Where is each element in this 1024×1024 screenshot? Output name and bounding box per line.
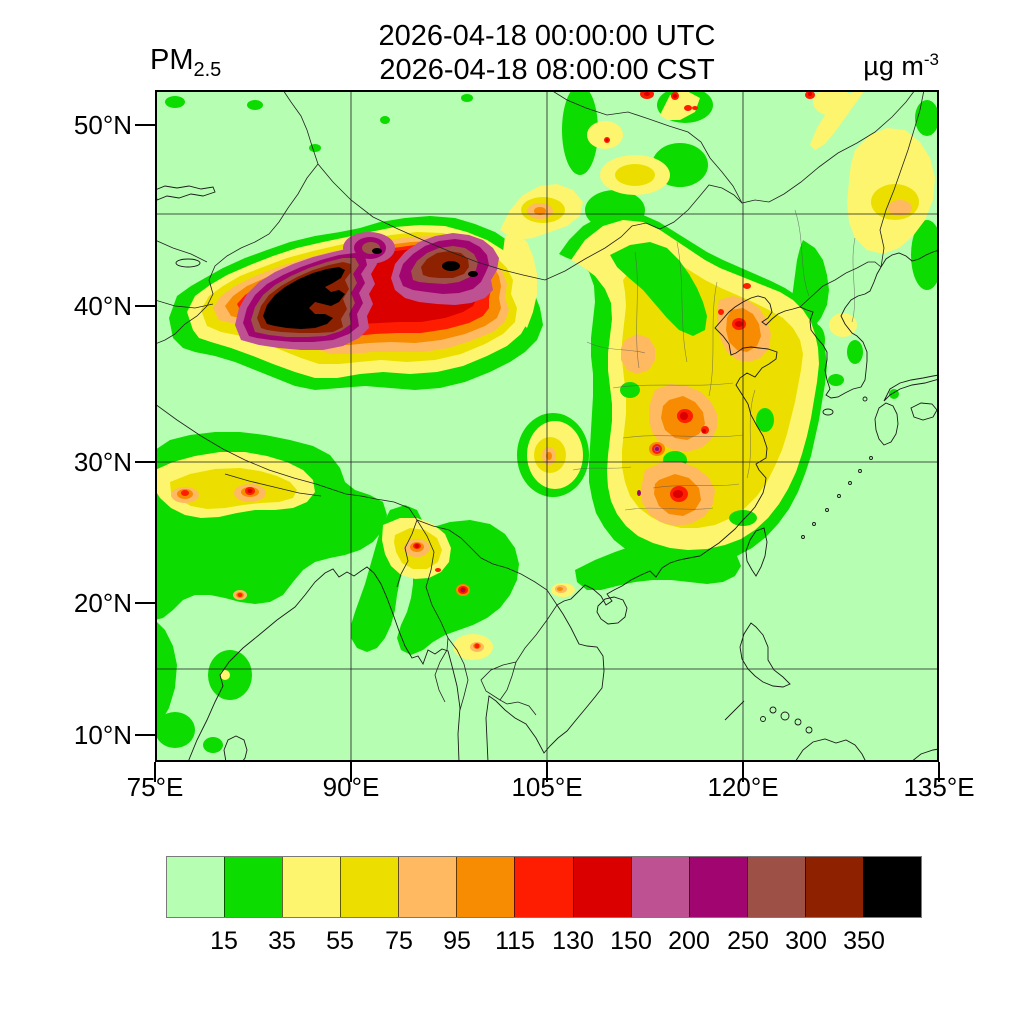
colorbar-cell (862, 857, 922, 917)
colorbar-cell (224, 857, 283, 917)
ytick-mark (135, 602, 155, 604)
colorbar-label: 300 (785, 927, 827, 955)
ytick-mark (135, 305, 155, 307)
ytick-mark (135, 461, 155, 463)
colorbar-cell (167, 857, 225, 917)
ytick-label-30n: 30°N (73, 447, 132, 477)
colorbar-label: 15 (210, 927, 238, 955)
colorbar-label: 55 (326, 927, 354, 955)
variable-subscript: 2.5 (193, 58, 222, 81)
units-exponent: -3 (923, 50, 939, 69)
country-borders (155, 90, 925, 716)
map-gridlines (155, 90, 939, 762)
colorbar-cell (398, 857, 457, 917)
colorbar-label: 350 (843, 927, 885, 955)
colorbar-label: 95 (443, 927, 471, 955)
variable-label: PM2.5 (150, 44, 221, 82)
xtick-mark (546, 762, 548, 782)
colorbar (166, 856, 922, 918)
units-base: µg m (863, 51, 924, 81)
ytick-label-50n: 50°N (73, 110, 132, 140)
map-frame (155, 90, 939, 762)
contour-fill-black (263, 248, 478, 329)
xtick-mark (742, 762, 744, 782)
colorbar-label: 200 (668, 927, 710, 955)
colorbar-label: 250 (727, 927, 769, 955)
colorbar-cell (282, 857, 341, 917)
ytick-label-10n: 10°N (73, 720, 132, 750)
colorbar-cell (688, 857, 747, 917)
colorbar-label: 115 (495, 927, 535, 955)
province-borders (572, 209, 856, 511)
colorbar-cell (572, 857, 631, 917)
colorbar-label: 75 (385, 927, 413, 955)
colorbar-label: 150 (610, 927, 652, 955)
variable-name: PM (150, 44, 194, 76)
title-utc: 2026-04-18 00:00:00 UTC (378, 20, 716, 52)
units-label: µg m-3 (863, 50, 939, 82)
ytick-label-40n: 40°N (73, 291, 132, 321)
xtick-mark (350, 762, 352, 782)
colorbar-label: 35 (268, 927, 296, 955)
contour-map (155, 90, 939, 762)
ytick-mark (135, 734, 155, 736)
colorbar-cell (804, 857, 863, 917)
coastlines (155, 185, 939, 762)
colorbar-cell (340, 857, 399, 917)
xtick-mark (154, 762, 156, 782)
colorbar-cell (630, 857, 689, 917)
ytick-label-20n: 20°N (73, 588, 132, 618)
colorbar-cell (456, 857, 515, 917)
ytick-mark (135, 124, 155, 126)
xtick-mark (938, 762, 940, 782)
colorbar-cell (514, 857, 573, 917)
title-cst: 2026-04-18 08:00:00 CST (379, 54, 715, 86)
colorbar-cell (746, 857, 805, 917)
colorbar-label: 130 (552, 927, 594, 955)
